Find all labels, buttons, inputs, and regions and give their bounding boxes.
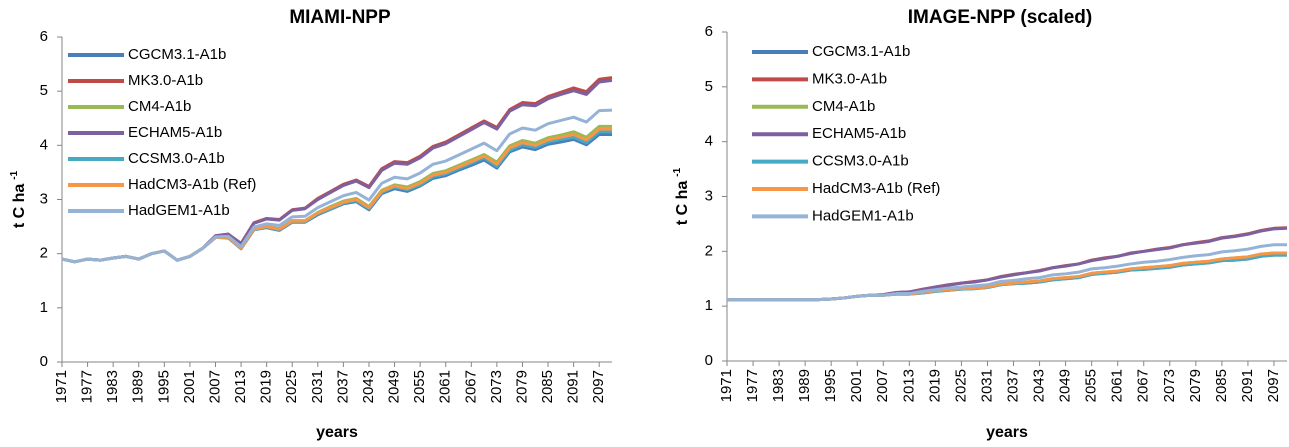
x-tick-label: 1977 (79, 370, 96, 403)
x-tick-label: 2025 (283, 370, 300, 403)
chart-title: MIAMI-NPP (289, 7, 391, 28)
x-tick-label: 2073 (488, 370, 505, 403)
x-tick-label: 2055 (411, 370, 428, 403)
y-axis-title-text: t C ha (11, 184, 28, 229)
x-tick-label: 2043 (360, 370, 377, 403)
x-tick-label: 2085 (539, 370, 556, 403)
x-axis-title: years (986, 424, 1028, 441)
legend-label: CM4-A1b (128, 98, 191, 115)
x-tick-label: 1989 (796, 369, 813, 402)
y-tick-label: 3 (705, 187, 713, 204)
series-line (61, 108, 613, 264)
y-axis-title: t C ha -1 (672, 167, 692, 225)
chart: IMAGE-NPP (scaled) 0 1 2 3 4 5 6 1971 1977 1983 198… (672, 7, 1288, 441)
y-tick-label: 2 (40, 245, 48, 262)
x-tick-label: 2091 (1239, 369, 1256, 402)
x-tick-label: 2001 (181, 370, 198, 403)
legend-label: ECHAM5-A1b (128, 124, 222, 141)
x-tick-label: 2043 (1031, 369, 1048, 402)
legend-label: CCSM3.0-A1b (812, 153, 909, 170)
x-tick-label: 2097 (1265, 369, 1282, 402)
x-tick-label: 2067 (1135, 369, 1152, 402)
x-tick-label: 1983 (770, 369, 787, 402)
y-tick-label: 1 (40, 299, 48, 316)
x-tick-label: 2025 (952, 369, 969, 402)
y-axis-title-superscript: -1 (672, 167, 683, 176)
y-tick-label: 5 (40, 82, 48, 99)
x-tick-label: 2037 (1004, 369, 1021, 402)
x-tick-label: 2007 (874, 369, 891, 402)
x-tick-label: 2091 (565, 370, 582, 403)
x-tick-label: 2007 (206, 370, 223, 403)
series-line (727, 243, 1287, 302)
x-tick-label: 2079 (513, 370, 530, 403)
y-tick-label: 3 (40, 190, 48, 207)
legend-label: CGCM3.1-A1b (812, 43, 910, 60)
x-tick-label: 2097 (590, 370, 607, 403)
y-tick-label: 2 (705, 242, 713, 259)
x-tick-label: 1983 (104, 370, 121, 403)
y-axis-title: t C ha -1 (9, 170, 29, 228)
x-tick-label: 2019 (258, 370, 275, 403)
x-tick-label: 2013 (232, 370, 249, 403)
x-tick-label: 1995 (155, 370, 172, 403)
y-tick-label: 0 (705, 352, 713, 369)
legend-label: MK3.0-A1b (128, 72, 203, 89)
x-tick-label: 1977 (744, 369, 761, 402)
x-tick-label: 2079 (1187, 369, 1204, 402)
x-tick-label: 2013 (900, 369, 917, 402)
legend-label: CGCM3.1-A1b (128, 46, 226, 63)
legend-label: HadCM3-A1b (Ref) (812, 180, 940, 197)
legend-label: CM4-A1b (812, 98, 875, 115)
legend-label: CCSM3.0-A1b (128, 150, 225, 167)
x-axis-title: years (316, 424, 358, 441)
x-tick-label: 1971 (718, 369, 735, 402)
x-tick-label: 2031 (309, 370, 326, 403)
x-tick-label: 1995 (822, 369, 839, 402)
x-tick-label: 2055 (1083, 369, 1100, 402)
x-tick-label: 2049 (1057, 369, 1074, 402)
y-tick-label: 1 (705, 297, 713, 314)
x-tick-label: 1971 (53, 370, 70, 403)
y-tick-label: 4 (705, 133, 713, 150)
x-tick-label: 2067 (462, 370, 479, 403)
y-tick-label: 5 (705, 78, 713, 95)
x-tick-label: 2085 (1213, 369, 1230, 402)
legend-label: MK3.0-A1b (812, 70, 887, 87)
x-tick-label: 2061 (1109, 369, 1126, 402)
y-axis-title-superscript: -1 (9, 170, 20, 179)
chart: MIAMI-NPP 0 1 2 3 4 5 6 1971 1977 1983 1989 1995 2001… (9, 7, 613, 441)
x-tick-label: 2037 (334, 370, 351, 403)
legend-label: ECHAM5-A1b (812, 125, 906, 142)
y-axis-title-text: t C ha (674, 181, 691, 226)
y-tick-label: 6 (40, 28, 48, 45)
chart-title: IMAGE-NPP (scaled) (908, 7, 1092, 28)
x-tick-label: 2019 (926, 369, 943, 402)
x-tick-label: 2049 (386, 370, 403, 403)
legend-label: HadGEM1-A1b (812, 207, 914, 224)
x-tick-label: 2073 (1161, 369, 1178, 402)
legend-label: HadGEM1-A1b (128, 202, 230, 219)
x-tick-label: 2061 (437, 370, 454, 403)
x-tick-label: 2031 (978, 369, 995, 402)
y-tick-label: 6 (705, 23, 713, 40)
x-tick-label: 2001 (848, 369, 865, 402)
y-tick-label: 4 (40, 136, 48, 153)
y-tick-label: 0 (40, 353, 48, 370)
legend-label: HadCM3-A1b (Ref) (128, 176, 256, 193)
x-tick-label: 1989 (130, 370, 147, 403)
